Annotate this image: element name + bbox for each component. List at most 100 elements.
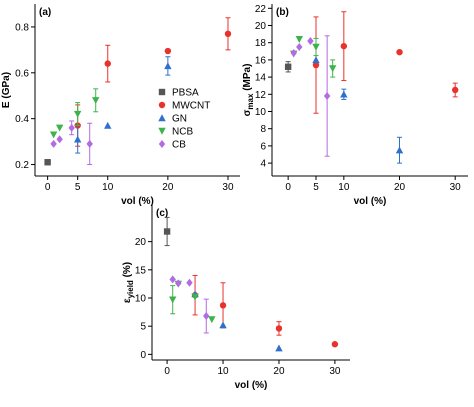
x-tick-label: 30 [329,366,341,377]
y-tick-label: 0.6 [15,68,29,79]
marker [104,121,112,129]
marker [104,60,111,67]
y-tick-label: 4 [260,159,266,170]
marker [312,56,320,64]
x-tick-label: 10 [102,182,114,193]
marker [296,43,303,51]
marker [323,92,331,101]
marker [186,278,193,287]
marker [295,36,303,43]
x-tick-label: 30 [450,182,462,193]
x-tick-label: 0 [45,182,51,193]
y-axis-label: σmax (MPa) [242,64,255,117]
y-tick-label: 12 [255,90,267,101]
y-tick-label: 16 [255,55,267,66]
y-tick-label: 10 [255,107,267,118]
marker [307,36,314,45]
panel-label: (c) [156,208,168,219]
marker [340,90,348,98]
y-tick-label: 0.4 [15,114,29,125]
y-tick-label: 20 [255,21,267,32]
marker [175,279,182,288]
marker [49,131,58,139]
x-tick-label: 20 [162,182,174,193]
legend-marker [158,140,166,148]
x-tick-label: 0 [285,182,291,193]
y-axis-label: E (GPa) [1,72,12,108]
legend-label: PBSA [172,88,199,99]
marker [191,293,199,301]
marker [224,30,232,38]
y-axis-label-part: (%) [122,262,133,280]
y-tick-label: 0.8 [15,22,29,33]
y-axis-label-part: ε [122,298,133,303]
y-tick-label: 8 [260,124,266,135]
marker [164,47,172,55]
marker [275,344,283,352]
y-tick-label: 22 [255,4,267,15]
x-tick-label: 10 [338,182,350,193]
marker [395,146,404,154]
marker [331,341,339,348]
y-tick-label: 18 [255,38,267,49]
panel-label: (b) [276,7,289,18]
legend-marker [158,114,166,122]
legend-marker [158,127,166,135]
x-axis-label: vol (%) [354,196,387,207]
x-tick-label: 0 [164,366,170,377]
marker [275,325,283,332]
x-axis-label: vol (%) [121,196,154,207]
marker [203,312,210,321]
x-tick-label: 20 [273,366,285,377]
marker [164,62,172,70]
marker [340,42,348,50]
marker [396,48,403,56]
marker [44,159,51,166]
marker [73,135,82,143]
y-tick-label: 14 [255,73,267,84]
y-tick-label: 6 [260,141,266,152]
marker [68,123,75,132]
marker [55,124,64,132]
panel-label: (a) [39,7,51,18]
y-tick-label: 0 [140,350,146,361]
legend-label: CB [172,140,186,151]
y-axis-label-part: E (GPa) [1,72,12,108]
legend-label: MWCNT [172,101,210,112]
marker [312,43,320,51]
x-tick-label: 20 [394,182,406,193]
x-tick-label: 10 [217,366,229,377]
y-tick-label: 5 [140,322,146,333]
x-tick-label: 5 [313,182,319,193]
marker [168,296,177,304]
legend-label: GN [172,114,187,125]
legend-marker [158,88,166,96]
marker [73,110,82,118]
y-tick-label: 20 [135,237,147,248]
x-axis-label: vol (%) [235,380,268,391]
marker [284,63,292,70]
y-axis-label-part: (MPa) [242,64,253,94]
marker [312,61,320,69]
legend-marker [158,101,166,109]
marker [86,139,93,148]
marker [219,321,227,329]
marker [169,275,176,284]
marker [290,49,297,58]
y-tick-label: 0.2 [15,160,29,171]
marker [92,97,100,105]
legend-label: NCB [172,127,193,138]
marker [163,228,171,235]
y-axis-label-part: σ [242,109,253,116]
marker [219,302,227,309]
y-tick-label: 15 [135,265,147,276]
x-tick-label: 30 [222,182,234,193]
y-axis-label-part: yield [126,280,135,298]
marker [56,135,63,144]
marker [50,139,57,148]
y-tick-label: 10 [135,294,147,305]
y-axis-label: εyield (%) [122,262,135,303]
marker [328,65,337,73]
marker [451,86,459,94]
